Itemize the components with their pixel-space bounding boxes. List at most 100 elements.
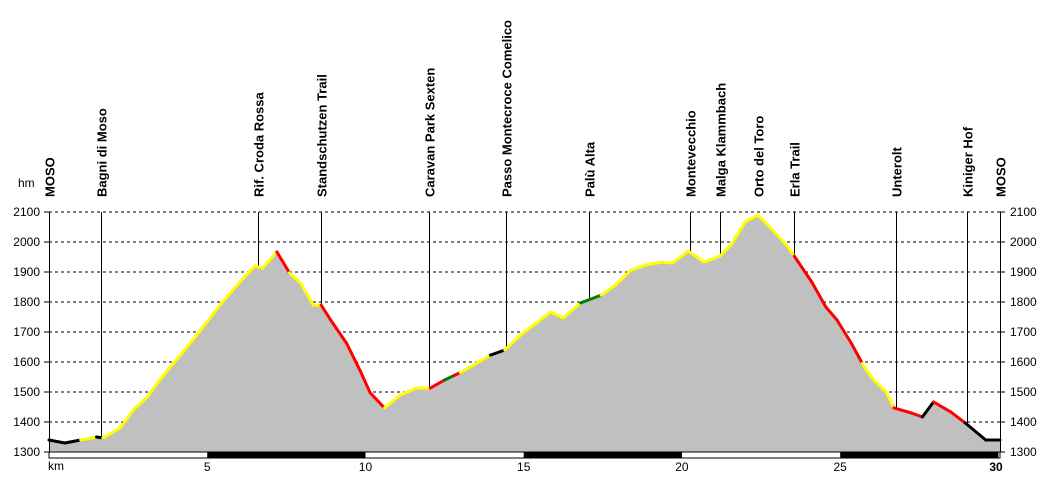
waypoint-label: Caravan Park Sexten [423,68,438,197]
profile-segment-yellow [519,321,538,337]
profile-segment-red [909,411,924,419]
waypoint-label: MOSO [994,157,1009,197]
profile-segment-red [849,341,864,365]
y-tick-label-left: 1900 [13,265,40,279]
labels: 1300 1300 1400 1400 1500 1500 1600 1600 1700 1700… [13,20,1037,474]
profile-segment-red [824,305,839,322]
profile-segment-yellow [145,378,162,399]
profile-segment-black [47,438,67,445]
x-tick-label: 25 [834,460,848,474]
x-tick-label: 30 [989,460,1003,474]
profile-segment-yellow [756,213,773,230]
profile-segment-red [319,303,333,322]
profile-segment-yellow [218,281,241,307]
profile-segment-black [963,421,988,442]
profile-segment-green [579,293,603,305]
profile-segment-yellow [468,353,492,369]
profile-segment-red [329,318,348,345]
profile-segment-yellow [860,362,874,380]
y-tick-label-left: 1400 [13,415,40,429]
x-axis-label: km [48,459,64,473]
profile-segment-yellow [158,353,182,382]
y-tick-label-left: 1300 [13,445,40,459]
profile-segment-yellow [629,263,648,272]
profile-segment-black [920,400,936,419]
profile-segment-green [443,374,456,382]
waypoint-lines [101,212,968,438]
y-tick-label-left: 1600 [13,355,40,369]
waypoint-label: Montevecchio [684,110,699,197]
profile-segment-yellow [237,264,257,285]
profile-segment-yellow [534,310,553,325]
y-tick-label-left: 2100 [13,205,40,219]
y-tick-label-right: 1400 [1010,415,1037,429]
y-tick-label-right: 1700 [1010,325,1037,339]
y-tick-label-right: 1600 [1010,355,1037,369]
waypoint-label: Erla Trail [788,142,803,197]
waypoint-label: Rif. Croda Rossa [252,91,267,197]
profile-segment-yellow [101,426,122,440]
y-tick-label-right: 1900 [1010,265,1037,279]
profile-segment-yellow [702,254,722,264]
waypoint-label: Passo Montecroce Comelico [500,20,515,197]
y-tick-label-left: 1500 [13,385,40,399]
waypoint-label: MOSO [43,157,58,197]
x-tick-label: 10 [359,460,373,474]
y-tick-label-left: 1700 [13,325,40,339]
profile-segment-yellow [118,408,135,430]
profile-segment-yellow [659,260,674,265]
elevation-line [47,213,1002,445]
profile-segment-black [63,438,83,445]
profile-segment-yellow [670,249,690,265]
profile-segment-yellow [884,390,896,410]
profile-segment-red [792,254,814,284]
profile-segment-yellow [718,243,733,258]
profile-segment-black [488,348,507,357]
profile-segment-yellow [743,213,760,224]
profile-segment-yellow [613,268,633,287]
profile-segment-red [275,250,292,275]
axes [44,211,1005,459]
x-tick-label: 15 [517,460,531,474]
x-tick-label: 5 [204,460,211,474]
profile-segment-yellow [288,271,303,285]
x-axis-band [207,452,366,458]
profile-segment-yellow [79,435,98,442]
y-tick-label-right: 1300 [1010,445,1037,459]
profile-segment-red [892,406,913,415]
profile-segment-yellow [561,301,583,320]
y-tick-label-left: 1800 [13,295,40,309]
y-tick-label-right: 2000 [1010,235,1037,249]
profile-segment-red [932,400,953,414]
profile-segment-red [344,341,363,374]
profile-segment-yellow [131,395,149,412]
profile-segment-red [359,370,372,395]
profile-segment-yellow [644,260,663,267]
waypoint-label: Standschutzen Trail [315,74,330,197]
y-tick-label-right: 1500 [1010,385,1037,399]
profile-segment-red [949,410,967,425]
profile-segment-yellow [769,226,788,247]
x-tick-label: 20 [675,460,689,474]
profile-segment-yellow [784,243,796,258]
x-axis-band [523,452,682,458]
profile-segment-red [428,378,447,390]
profile-segment-yellow [382,393,402,410]
y-tick-label-left: 2000 [13,235,40,249]
profile-segment-yellow [178,328,203,357]
y-tick-label-right: 1800 [1010,295,1037,309]
profile-segment-yellow [398,386,418,397]
profile-segment-red [835,318,853,345]
profile-segment-yellow [599,283,617,297]
profile-segment-yellow [729,220,747,247]
profile-segment-yellow [199,303,222,332]
profile-segment-yellow [870,376,888,394]
profile-segment-yellow [458,365,472,374]
waypoint-label: Unterolt [890,147,905,198]
waypoint-label: Orto del Toro [752,116,767,197]
profile-segment-yellow [686,249,706,264]
profile-segment-yellow [503,333,523,352]
y-axis-label: hm [18,176,35,190]
waypoint-label: Malga Klammbach [714,83,729,197]
